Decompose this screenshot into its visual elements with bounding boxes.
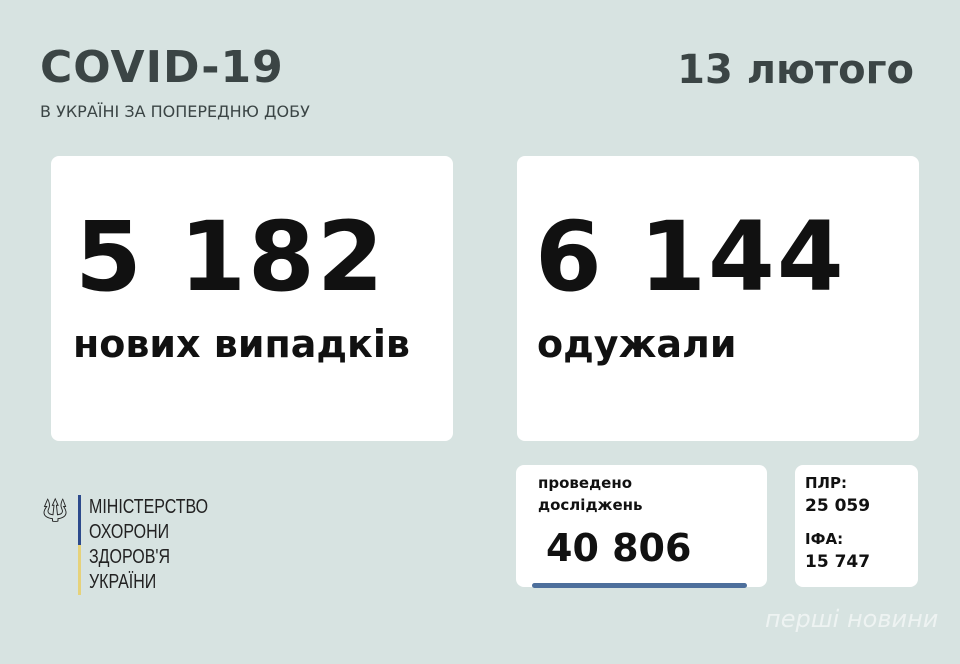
ministry-name: МІНІСТЕРСТВО ОХОРОНИ ЗДОРОВ'Я УКРАЇНИ	[89, 495, 208, 595]
pcr-value: 25 059	[805, 496, 871, 516]
pcr-label: ПЛР:	[805, 474, 848, 492]
ministry-line: МІНІСТЕРСТВО	[89, 496, 209, 518]
new-cases-value: 5 182	[75, 201, 386, 313]
recovered-label: одужали	[537, 322, 737, 366]
trident-icon: 🔱︎	[40, 496, 71, 524]
ministry-logo: 🔱︎ МІНІСТЕРСТВО ОХОРОНИ ЗДОРОВ'Я УКРАЇНИ	[40, 495, 238, 595]
tests-label-1: проведено	[538, 474, 633, 492]
flag-divider	[78, 495, 82, 595]
tests-card: проведено досліджень 40 806	[516, 465, 767, 587]
ifa-label: ІФА:	[805, 530, 844, 548]
date: 13 лютого	[677, 47, 914, 93]
watermark: перші новини	[765, 605, 939, 633]
accent-bar	[532, 583, 747, 588]
ministry-line: УКРАЇНИ	[89, 571, 157, 593]
ministry-line: ЗДОРОВ'Я	[89, 546, 171, 568]
recovered-card: 6 144 одужали	[517, 156, 919, 441]
new-cases-card: 5 182 нових випадків	[51, 156, 453, 441]
recovered-value: 6 144	[535, 201, 846, 313]
page-subtitle: В УКРАЇНІ ЗА ПОПЕРЕДНЮ ДОБУ	[40, 102, 310, 121]
new-cases-label: нових випадків	[73, 322, 410, 366]
breakdown-card: ПЛР: 25 059 ІФА: 15 747	[795, 465, 918, 587]
tests-value: 40 806	[546, 526, 692, 570]
ministry-line: ОХОРОНИ	[89, 521, 170, 543]
ifa-value: 15 747	[805, 552, 871, 572]
page-title: COVID-19	[40, 42, 284, 93]
tests-label-2: досліджень	[538, 496, 643, 514]
